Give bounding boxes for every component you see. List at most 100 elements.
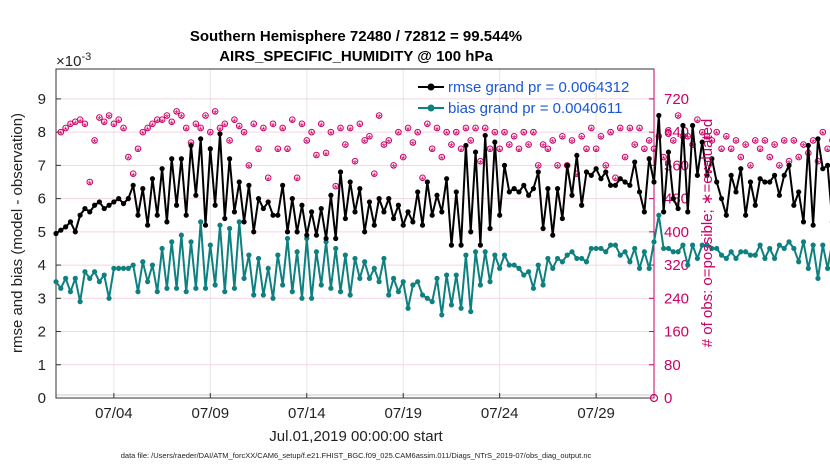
rmse-point — [386, 196, 391, 201]
bias-point — [526, 269, 531, 274]
rmse-point — [203, 223, 208, 228]
rmse-point — [377, 196, 382, 201]
obs-evaluated-point: * — [464, 125, 469, 137]
obs-evaluated-point: * — [223, 121, 228, 133]
bias-point — [439, 312, 444, 317]
obs-evaluated-point: * — [594, 146, 599, 158]
rmse-point — [632, 159, 637, 164]
rmse-point — [680, 123, 685, 128]
bias-point — [507, 262, 512, 267]
left-tick-label: 8 — [38, 124, 46, 141]
rmse-point — [487, 226, 492, 231]
right-tick-label: 720 — [664, 91, 689, 108]
bias-point — [159, 246, 164, 251]
obs-evaluated-point: * — [473, 125, 478, 137]
rmse-point — [786, 163, 791, 168]
rmse-point — [444, 176, 449, 181]
bias-point — [319, 282, 324, 287]
rmse-point — [796, 189, 801, 194]
rmse-point — [555, 186, 560, 191]
rmse-point — [295, 229, 300, 234]
rmse-point — [251, 229, 256, 234]
bias-point — [647, 266, 652, 271]
bias-point — [815, 276, 820, 281]
left-tick-label: 0 — [38, 390, 46, 407]
bias-point — [58, 286, 63, 291]
obs-evaluated-point: * — [358, 121, 363, 133]
bias-point — [68, 289, 73, 294]
rmse-point — [285, 229, 290, 234]
rmse-point — [290, 196, 295, 201]
bias-point — [420, 292, 425, 297]
obs-evaluated-point: * — [285, 146, 290, 158]
obs-evaluated-point: * — [329, 129, 334, 141]
obs-evaluated-point: * — [526, 142, 531, 154]
bias-point — [275, 253, 280, 258]
bias-point — [497, 266, 502, 271]
obs-evaluated-point: * — [425, 121, 430, 133]
bias-point — [78, 299, 83, 304]
obs-evaluated-point: * — [478, 158, 483, 170]
bias-point — [343, 253, 348, 258]
bias-point — [598, 246, 603, 251]
bias-point — [348, 292, 353, 297]
obs-evaluated-point: * — [271, 121, 276, 133]
rmse-point — [618, 176, 623, 181]
x-tick-label: 07/09 — [192, 405, 230, 422]
exponent-base: ×10 — [56, 53, 81, 70]
rmse-point — [531, 186, 536, 191]
bias-point — [63, 276, 68, 281]
bias-point — [145, 279, 150, 284]
rmse-point — [227, 156, 232, 161]
rmse-point — [357, 186, 362, 191]
obs-evaluated-point: * — [406, 125, 411, 137]
bias-point — [82, 269, 87, 274]
obs-evaluated-point: * — [367, 133, 372, 145]
rmse-point — [608, 183, 613, 188]
rmse-point — [637, 189, 642, 194]
right-tick-label: 0 — [664, 390, 672, 407]
x-axis-label: Jul.01,2019 00:00:00 start — [269, 428, 443, 445]
obs-evaluated-point: * — [276, 146, 281, 158]
rmse-point — [362, 229, 367, 234]
rmse-point — [401, 223, 406, 228]
bias-point — [786, 239, 791, 244]
rmse-point — [174, 203, 179, 208]
rmse-point — [372, 223, 377, 228]
footer-data-file: data file: /Users/raeder/DAI/ATM_forcXX/… — [121, 451, 592, 460]
obs-evaluated-point: * — [334, 183, 339, 195]
bias-point — [405, 306, 410, 311]
bias-point — [603, 249, 608, 254]
rmse-point — [777, 193, 782, 198]
bias-point — [116, 266, 121, 271]
obs-evaluated-point: * — [126, 154, 131, 166]
rmse-point — [97, 199, 102, 204]
obs-evaluated-point: * — [290, 117, 295, 129]
rmse-point — [622, 179, 627, 184]
bias-point — [762, 256, 767, 261]
obs-evaluated-point: * — [743, 142, 748, 154]
obs-evaluated-point: * — [247, 162, 252, 174]
obs-evaluated-point: * — [203, 113, 208, 125]
rmse-point — [651, 179, 656, 184]
bias-point — [483, 249, 488, 254]
right-tick-label: 160 — [664, 324, 689, 341]
rmse-point — [550, 233, 555, 238]
legend-bias-label: bias grand pr = 0.0040611 — [448, 100, 622, 117]
rmse-point — [266, 199, 271, 204]
x-tick-label: 07/19 — [384, 405, 422, 422]
rmse-point — [241, 219, 246, 224]
rmse-point — [656, 113, 661, 118]
rmse-point — [516, 189, 521, 194]
right-tick-label: 400 — [664, 224, 689, 241]
bias-point — [651, 239, 656, 244]
rmse-point — [743, 213, 748, 218]
bias-point — [367, 276, 372, 281]
rmse-point — [246, 183, 251, 188]
bias-point — [290, 289, 295, 294]
obs-evaluated-point: * — [92, 138, 97, 150]
rmse-point — [159, 166, 164, 171]
rmse-point — [135, 213, 140, 218]
